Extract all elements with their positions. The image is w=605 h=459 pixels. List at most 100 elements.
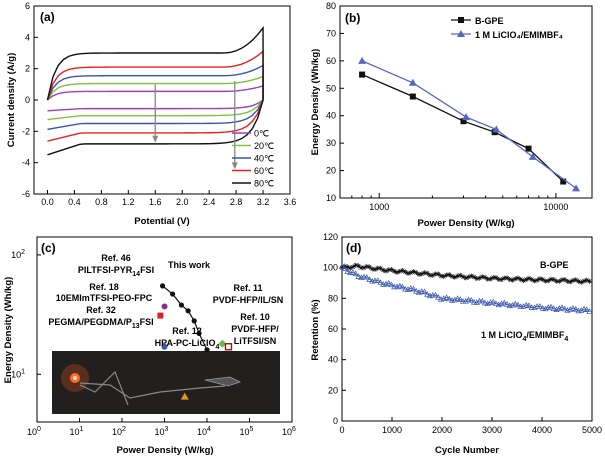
data-point-square: [560, 178, 567, 185]
data-point-triangle-open: [553, 306, 560, 312]
data-point-star: [457, 272, 463, 278]
y-tick-label: 0: [25, 95, 30, 105]
data-point-star: [380, 267, 386, 273]
panel-b-ticks: 10 20 30 40 50 60 70 80 1000 10000: [326, 1, 568, 212]
legend-label: 0℃: [254, 129, 269, 139]
panel-c-points: [157, 283, 233, 400]
data-point-star: [474, 276, 480, 282]
data-point-star: [529, 276, 535, 282]
x-tick-exponent: 2: [122, 426, 126, 433]
data-point-star: [408, 270, 414, 276]
data-point-star: [507, 276, 513, 282]
data-point-triangle-open: [523, 301, 530, 308]
data-point-star: [463, 275, 469, 281]
panel-c-ylabel: Energy Density (Wh/kg): [3, 277, 14, 384]
data-point-triangle-open: [520, 303, 527, 309]
data-point-triangle-open: [514, 301, 522, 308]
data-point-triangle-open: [344, 268, 351, 274]
y-tick-label: 120: [323, 232, 338, 242]
data-point-star: [504, 275, 510, 281]
data-point-star: [567, 279, 573, 285]
panel-c-label: (c): [41, 241, 56, 255]
y-tick-label: 6: [25, 1, 30, 11]
y-tick-label: 10: [326, 193, 336, 203]
y-tick-label: -4: [22, 158, 30, 168]
data-point-star: [540, 276, 546, 282]
data-point-triangle-open: [484, 300, 491, 307]
data-point-star: [358, 265, 364, 271]
legend-marker-triangle: [457, 30, 465, 37]
data-point-star: [389, 266, 394, 272]
data-point-triangle-open: [479, 297, 486, 304]
data-point-square: [359, 71, 366, 78]
y-tick-exponent: 2: [21, 249, 25, 256]
data-point-star: [424, 270, 430, 276]
data-point-triangle-open: [539, 305, 546, 311]
data-point-star: [493, 275, 499, 281]
series-line-0: [361, 73, 564, 183]
panel-a: (a) 0.0 0.4 0.8 1.2 1.6 2.0 2.4 2.8 3.2 3.6 -6 -4 -2…: [6, 1, 296, 227]
data-point-triangle: [492, 125, 501, 133]
data-point-triangle-open: [572, 306, 579, 312]
data-point-triangle-open: [366, 276, 373, 282]
y-tick-label: 60: [328, 324, 338, 334]
data-point-star: [356, 263, 361, 269]
data-point-star: [402, 269, 408, 275]
this-work-point: [178, 302, 185, 308]
data-point-triangle-open: [542, 305, 549, 312]
x-tick-exponent: 6: [292, 426, 296, 433]
y-tick-label: 50: [326, 83, 336, 93]
this-work-point: [185, 308, 191, 314]
ref-point-circle: [161, 343, 168, 350]
trend-arrowhead-icon: [152, 135, 159, 143]
x-tick-label: 0: [339, 425, 344, 435]
data-point-star: [422, 270, 427, 276]
data-point-triangle-open: [407, 285, 414, 291]
panel-b-series: [358, 56, 581, 192]
data-point-star: [427, 272, 433, 278]
panel-a-ylabel: Current density (A/g): [6, 53, 17, 147]
ref-46-desc-b: FSI: [140, 265, 154, 275]
data-point-triangle-open: [550, 305, 557, 311]
x-tick-label: 100: [27, 426, 41, 437]
y-tick-base: 10: [11, 250, 21, 260]
panel-a-xlabel: Potential (V): [134, 216, 189, 227]
y-tick-label: 80: [326, 1, 336, 11]
x-tick-base: 10: [240, 427, 250, 437]
data-point-star: [361, 265, 367, 271]
this-work-point: [191, 318, 197, 324]
panel-d-ticks: 0 1000 2000 3000 4000 5000 0 20 40 60 80 100 120: [323, 232, 602, 435]
data-point-star: [490, 275, 496, 281]
data-point-star: [477, 275, 482, 281]
wire-icon: [79, 370, 226, 406]
ref-point-square: [157, 312, 164, 319]
data-point-square: [409, 93, 416, 100]
data-point-triangle-open: [418, 288, 425, 294]
data-point-triangle-open: [561, 305, 568, 312]
x-tick-exponent: 0: [37, 426, 41, 433]
x-tick-label: 105: [240, 426, 254, 437]
data-point-star: [518, 276, 524, 282]
x-tick-label: 104: [197, 426, 211, 437]
x-tick-base: 10: [70, 427, 80, 437]
this-work-point: [204, 347, 210, 353]
data-point-triangle-open: [583, 306, 590, 312]
y-tick-label: 80: [328, 293, 338, 303]
data-point-star: [554, 278, 559, 284]
y-tick-base: 10: [11, 369, 21, 379]
x-tick-label: 101: [70, 426, 84, 437]
data-point-triangle-open: [443, 294, 450, 300]
legend-marker-square: [458, 17, 464, 23]
data-point-triangle-open: [385, 280, 392, 286]
data-point-star: [441, 273, 447, 279]
x-tick-label: 2.8: [230, 197, 243, 207]
panel-d-ylabel: Retention (%): [310, 299, 321, 360]
data-point-triangle-open: [481, 299, 489, 306]
panel-a-arrows: [152, 81, 238, 170]
legend-label: 80℃: [254, 179, 274, 189]
data-point-triangle-open: [388, 281, 395, 288]
panel-b-xlabel: Power Density (W/kg): [417, 218, 514, 229]
legend-label-a: 1 M LiClO: [481, 330, 523, 340]
data-point-star: [369, 266, 375, 272]
